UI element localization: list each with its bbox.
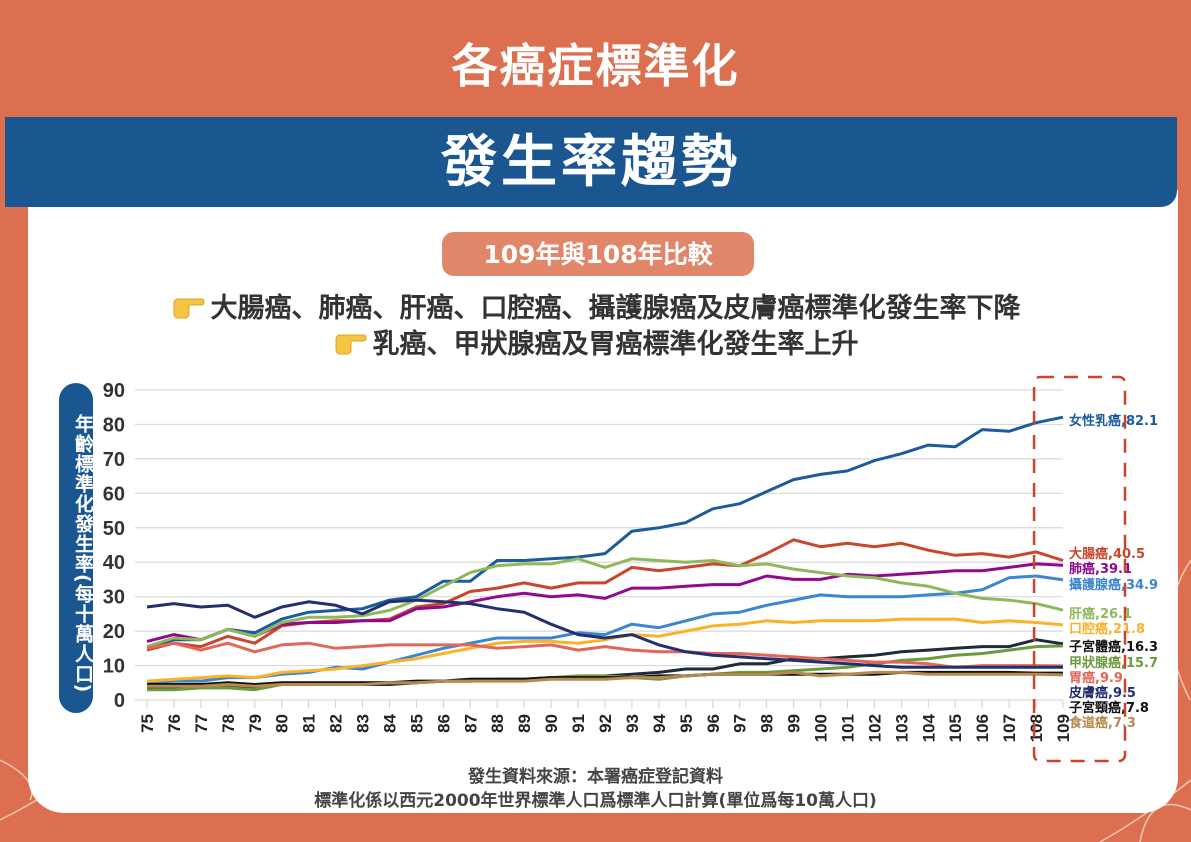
x-tick-label: 88 <box>488 714 507 733</box>
x-tick-label: 86 <box>434 714 453 733</box>
y-tick-label: 40 <box>103 552 125 574</box>
series-label: 肺癌,39.1 <box>1069 561 1132 577</box>
x-tick-label: 100 <box>812 714 831 742</box>
x-tick-label: 98 <box>758 714 777 733</box>
series-line-5 <box>146 557 1064 649</box>
source-note: 發生資料來源：本署癌症登記資料 <box>468 767 723 787</box>
series-line-9 <box>146 641 1064 669</box>
y-tick-label: 20 <box>103 621 125 643</box>
comparison-badge: 109年與108年比較 <box>442 232 754 276</box>
y-tick-label: 90 <box>103 380 125 402</box>
x-tick-label: 101 <box>838 714 857 742</box>
series-label: 攝護腺癌,34.9 <box>1069 577 1158 593</box>
x-tick-label: 87 <box>461 714 480 733</box>
x-tick-label: 103 <box>892 714 911 742</box>
x-tick-label: 91 <box>569 714 588 733</box>
y-tick-label: 50 <box>103 518 125 540</box>
highlight-box <box>1032 375 1127 763</box>
x-tick-label: 107 <box>1000 714 1019 742</box>
x-tick-label: 97 <box>731 714 750 733</box>
series-label: 子宮頸癌,7.8 <box>1069 700 1149 716</box>
highlight-box-rect <box>1032 375 1127 763</box>
x-tick-label: 83 <box>354 714 373 733</box>
increase-statement: 乳癌、甲狀腺癌及胃癌標準化發生率上升 <box>0 322 1191 361</box>
decrease-statement: 大腸癌、肺癌、肝癌、口腔癌、攝護腺癌及皮膚癌標準化發生率下降 <box>0 286 1191 325</box>
x-tick-label: 78 <box>219 714 238 733</box>
page-title: 各癌症標準化 <box>451 39 740 93</box>
x-tick-label: 109 <box>1054 714 1073 742</box>
x-tick-label: 99 <box>785 714 804 733</box>
x-tick-label: 77 <box>192 714 211 733</box>
x-tick-label: 104 <box>919 713 938 742</box>
x-tick-label: 76 <box>165 714 184 733</box>
x-tick-label: 84 <box>380 713 399 732</box>
series-label: 食道癌,7.3 <box>1069 715 1136 731</box>
y-tick-label: 80 <box>103 414 125 436</box>
x-tick-label: 80 <box>273 714 292 733</box>
series-label: 肝癌,26.1 <box>1069 606 1132 622</box>
series-label: 口腔癌,21.8 <box>1069 621 1145 637</box>
increase-text: 乳癌、甲狀腺癌及胃癌標準化發生率上升 <box>372 329 859 360</box>
x-tick-label: 105 <box>946 714 965 742</box>
series-label: 女性乳癌,82.1 <box>1069 413 1158 429</box>
y-axis-title: 年齡標準化發生率(每十萬人口) <box>59 383 94 713</box>
series-line-10 <box>146 598 1063 669</box>
x-tick-label: 95 <box>677 714 696 733</box>
x-tick-label: 96 <box>704 714 723 733</box>
x-tick-label: 81 <box>300 714 319 733</box>
y-tick-label: 10 <box>103 656 125 678</box>
pointing-hand-icon <box>171 295 205 319</box>
x-tick-label: 85 <box>407 714 426 733</box>
series-label: 大腸癌,40.5 <box>1069 546 1145 562</box>
series-lines <box>146 415 1064 692</box>
series-line-4 <box>146 574 1064 685</box>
pointing-hand-icon <box>333 331 367 355</box>
x-tick-label: 82 <box>327 714 346 733</box>
series-line-1 <box>146 415 1064 650</box>
page-subtitle-banner: 發生率趨勢 <box>5 117 1177 207</box>
x-tick-label: 79 <box>246 714 265 733</box>
decrease-text: 大腸癌、肺癌、肝癌、口腔癌、攝護腺癌及皮膚癌標準化發生率下降 <box>210 293 1021 324</box>
series-label: 甲狀腺癌,15.7 <box>1069 655 1158 671</box>
x-tick-label: 106 <box>973 714 992 742</box>
series-label: 皮膚癌,9.5 <box>1068 685 1136 701</box>
x-tick-label: 89 <box>515 714 534 733</box>
x-tick-label: 102 <box>865 714 884 742</box>
x-tick-label: 92 <box>596 714 615 733</box>
series-line-12 <box>147 670 1064 688</box>
y-tick-label: 30 <box>103 587 125 609</box>
y-tick-labels: 0 10 20 30 40 50 60 70 80 90 <box>103 380 125 712</box>
content-card <box>28 190 1178 813</box>
standardization-note: 標準化係以西元2000年世界標準人口爲標準人口計算(單位爲每10萬人口) <box>314 791 877 811</box>
x-tick-label: 108 <box>1027 714 1046 742</box>
series-line-3 <box>146 562 1064 643</box>
x-tick-label: 75 <box>138 714 157 733</box>
series-label: 子宮體癌,16.3 <box>1069 639 1158 655</box>
y-tick-label: 70 <box>103 449 125 471</box>
x-tick-labels: 75 76 77 78 79 80 81 82 83 84 85 86 87 88 89 90 91 92 93 94… <box>138 713 1073 742</box>
x-tick-label: 94 <box>650 713 669 732</box>
x-tick-label: 90 <box>542 714 561 733</box>
gridlines <box>135 389 1064 708</box>
series-line-6 <box>146 617 1064 683</box>
x-tick-label: 93 <box>623 714 642 733</box>
y-tick-label: 0 <box>114 690 125 712</box>
y-tick-label: 60 <box>103 483 125 505</box>
series-label: 胃癌,9.9 <box>1069 670 1123 686</box>
